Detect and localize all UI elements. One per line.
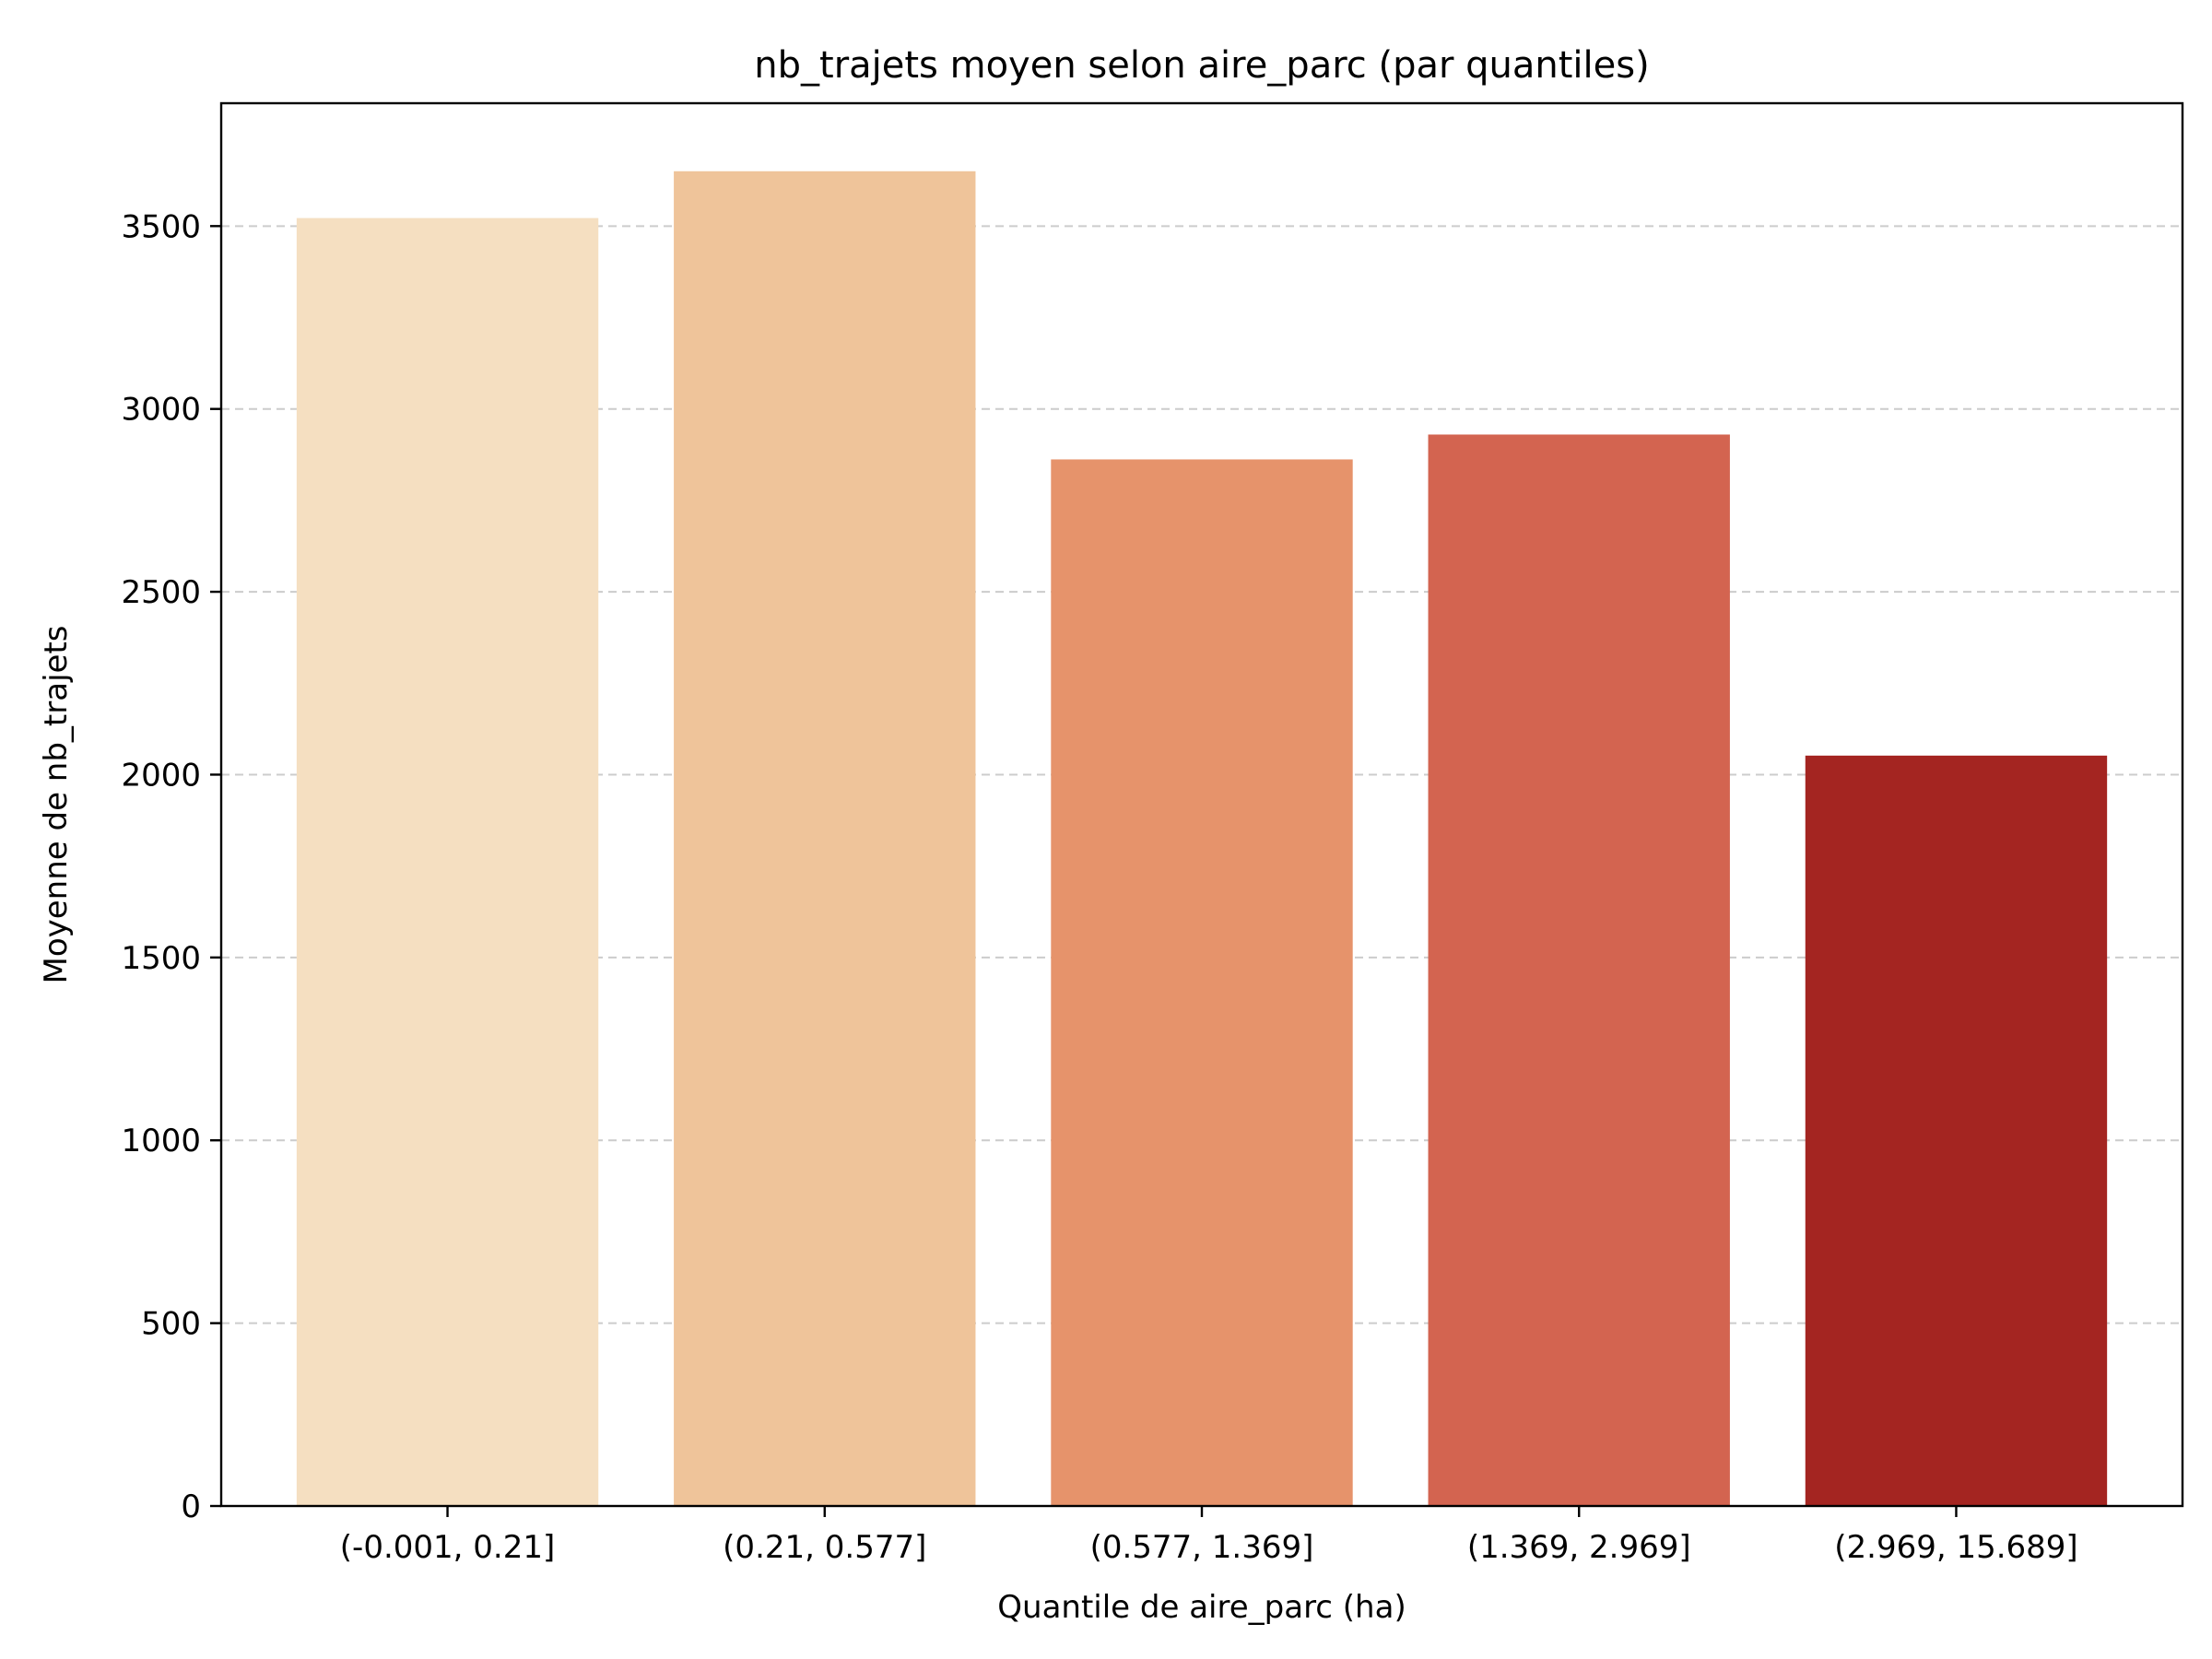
y-tick-label: 2000: [121, 757, 201, 794]
y-tick-label: 2500: [121, 574, 201, 611]
x-tick-label: (1.369, 2.969]: [1467, 1529, 1691, 1566]
y-tick-label: 3000: [121, 392, 201, 429]
y-axis: 0 500 1000 1500 2000 2500 3000 3500: [121, 208, 221, 1525]
x-tick-label: (0.21, 0.577]: [723, 1529, 926, 1566]
y-tick-label: 3500: [121, 208, 201, 245]
bar: [1805, 755, 2108, 1506]
y-tick-label: 500: [141, 1306, 201, 1343]
x-tick-label: (-0.001, 0.21]: [340, 1529, 555, 1566]
chart-title: nb_trajets moyen selon aire_parc (par qu…: [754, 44, 1649, 87]
bar: [1051, 459, 1353, 1506]
y-tick-label: 0: [181, 1488, 201, 1525]
y-tick-label: 1000: [121, 1123, 201, 1159]
bar: [1428, 434, 1730, 1506]
x-axis-label: Quantile de aire_parc (ha): [997, 1589, 1406, 1626]
x-tick-label: (0.577, 1.369]: [1090, 1529, 1314, 1566]
bars: [296, 171, 2108, 1507]
bar: [674, 171, 976, 1507]
x-axis: (-0.001, 0.21] (0.21, 0.577] (0.577, 1.369…: [340, 1506, 2078, 1566]
y-tick-label: 1500: [121, 940, 201, 977]
bar: [296, 218, 599, 1507]
y-axis-label: Moyenne de nb_trajets: [38, 626, 75, 984]
x-tick-label: (2.969, 15.689]: [1834, 1529, 2077, 1566]
